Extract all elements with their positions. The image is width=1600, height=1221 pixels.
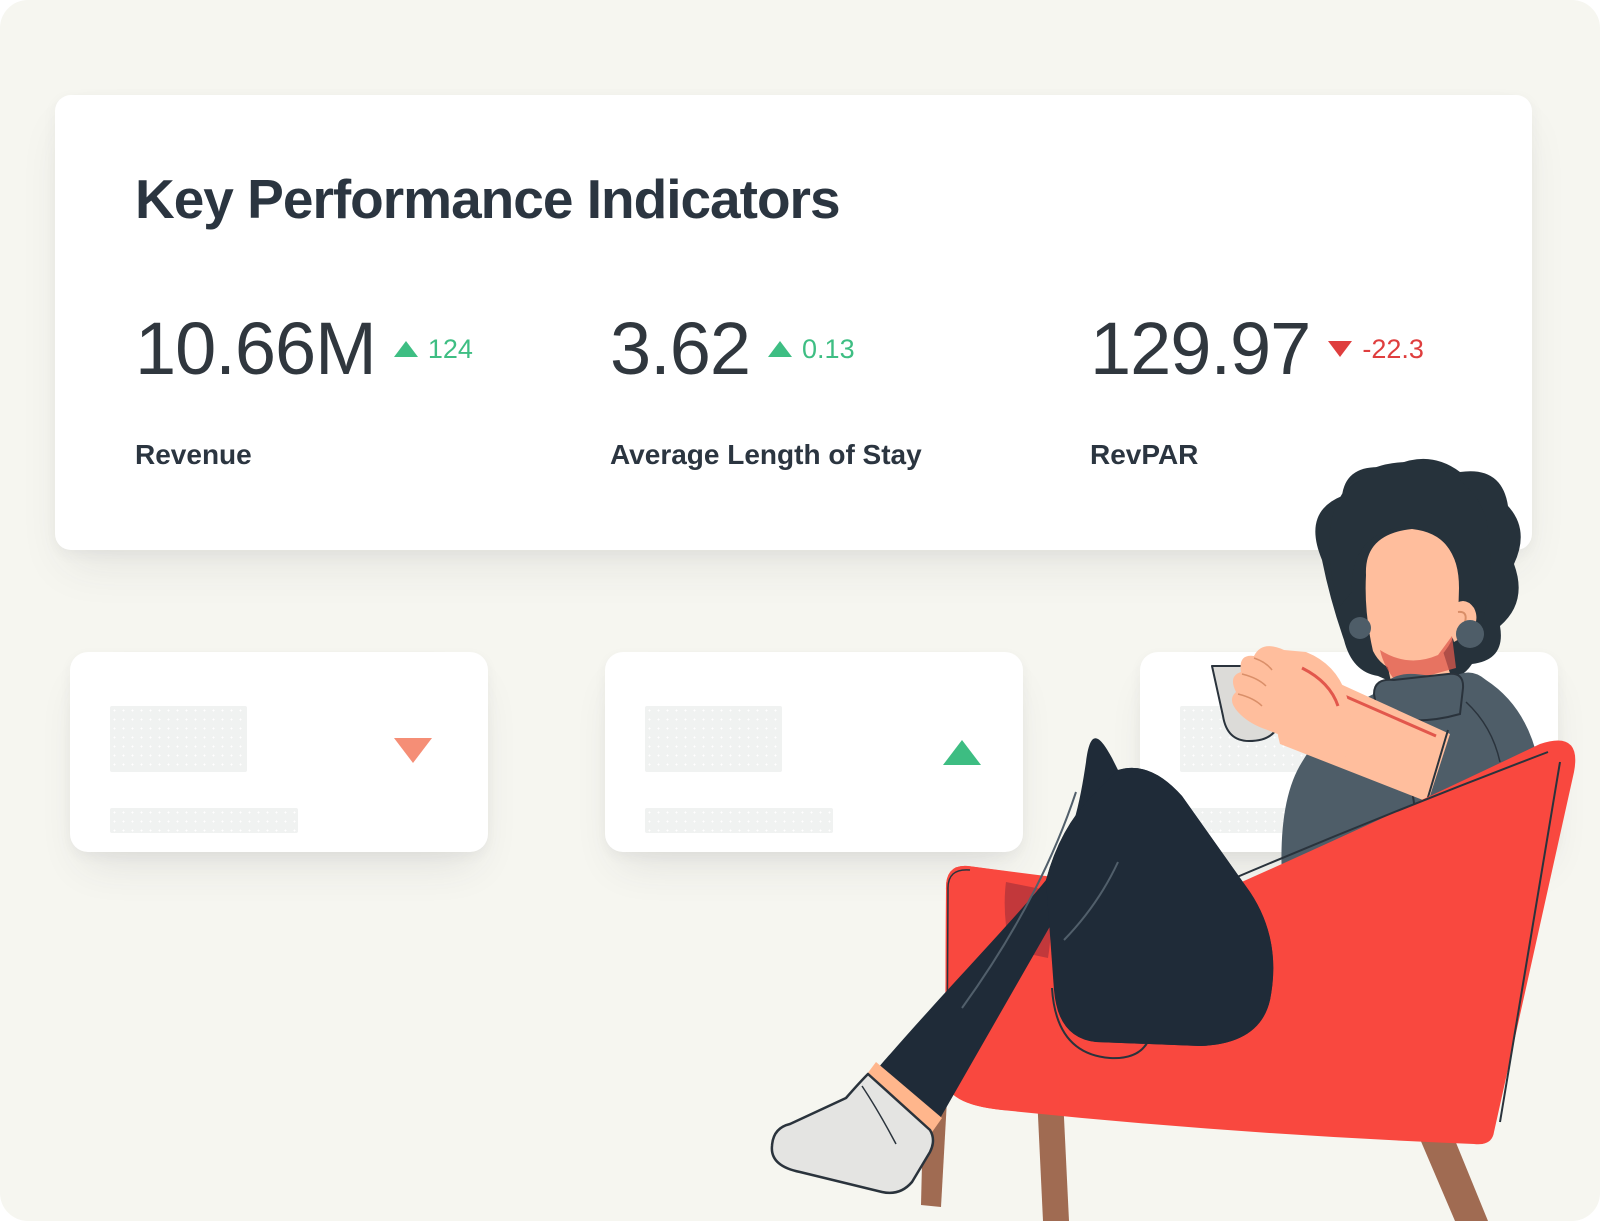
woman-ear [1449,601,1477,642]
kpi-revpar: 129.97 -22.3 RevPAR [1090,307,1424,471]
earring-right [1456,620,1484,648]
placeholder-card-1 [70,652,488,852]
kpi-delta-value: 124 [427,333,473,364]
kpi-delta: 0.13 [768,334,855,365]
skeleton-bar [110,808,298,833]
chair-armrest [944,865,1060,1114]
chair-wood-legs [921,1080,1488,1221]
kpi-delta-value: 0.13 [802,333,855,364]
triangle-up-icon [943,740,981,765]
kpi-delta: -22.3 [1328,334,1424,365]
kpi-delta: 124 [393,333,473,365]
kpi-delta-value: -22.3 [1362,333,1424,364]
kpi-value: 10.66M [135,307,377,390]
ankle-skin [864,1062,942,1135]
skeleton-block [110,706,247,772]
armrest-shadow [1004,882,1051,958]
kpi-label: Revenue [135,439,252,470]
triangle-down-icon [394,738,432,763]
kpi-revenue: 10.66M 124 Revenue [135,307,473,471]
kpi-average-length-of-stay: 3.62 0.13 Average Length of Stay [610,307,922,471]
triangle-down-icon [1328,341,1353,357]
triangle-up-icon [768,341,793,357]
earring-left [1349,617,1371,639]
skeleton-bar [645,808,833,833]
placeholder-card-2 [605,652,1023,852]
skeleton-block [645,706,782,772]
woman-face [1365,529,1459,672]
kpi-label: Average Length of Stay [610,439,922,470]
kpi-summary-card: Key Performance Indicators 10.66M 124 Re… [55,95,1532,550]
skeleton-bar [1180,808,1368,833]
kpi-value: 129.97 [1090,307,1311,390]
kpi-label: RevPAR [1090,439,1199,470]
skeleton-block [1180,706,1317,772]
triangle-up-icon [393,341,418,357]
page-title: Key Performance Indicators [135,168,841,230]
kpi-value: 3.62 [610,307,751,390]
woman-foot [770,1062,942,1195]
placeholder-card-3 [1140,652,1558,852]
sock [770,1072,935,1195]
